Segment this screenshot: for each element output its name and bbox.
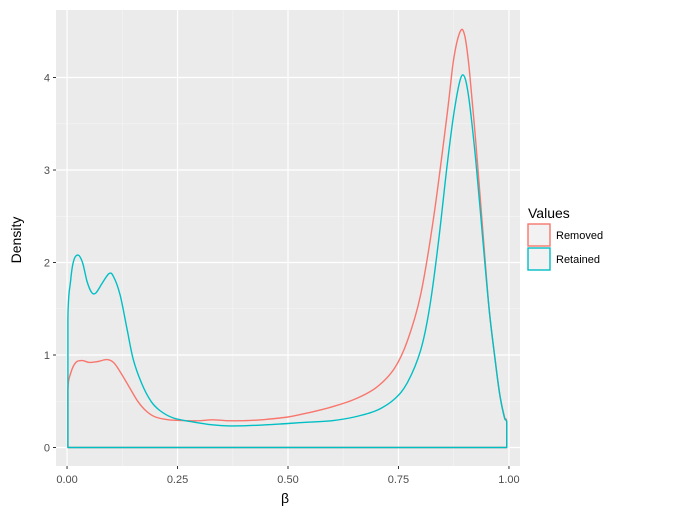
legend: Values Removed Retained <box>527 205 603 271</box>
x-tick-label: 0.50 <box>277 474 298 486</box>
y-tick-label: 3 <box>44 165 50 177</box>
x-axis-title: β <box>281 490 289 506</box>
y-tick-label: 1 <box>44 350 50 362</box>
legend-key-retained <box>527 247 551 271</box>
density-curve-removed <box>67 28 508 449</box>
legend-label-retained: Retained <box>556 254 600 266</box>
x-tick-label: 0.00 <box>56 474 77 486</box>
y-tick-label: 2 <box>44 258 50 270</box>
series-layer <box>67 28 508 449</box>
legend-key-removed <box>527 223 551 247</box>
x-tick-label: 1.00 <box>498 474 519 486</box>
x-axis: 0.00 0.25 0.50 0.75 1.00 <box>56 466 520 486</box>
y-tick-label: 0 <box>44 443 50 455</box>
legend-title: Values <box>528 205 570 221</box>
x-tick-label: 0.25 <box>167 474 188 486</box>
y-axis: 0 1 2 3 4 <box>44 73 56 455</box>
legend-items: Removed Retained <box>527 223 603 271</box>
legend-label-removed: Removed <box>556 230 603 242</box>
y-tick-label: 4 <box>44 73 50 85</box>
density-curve-retained <box>67 74 508 449</box>
x-tick-label: 0.75 <box>388 474 409 486</box>
y-axis-title: Density <box>8 217 24 264</box>
